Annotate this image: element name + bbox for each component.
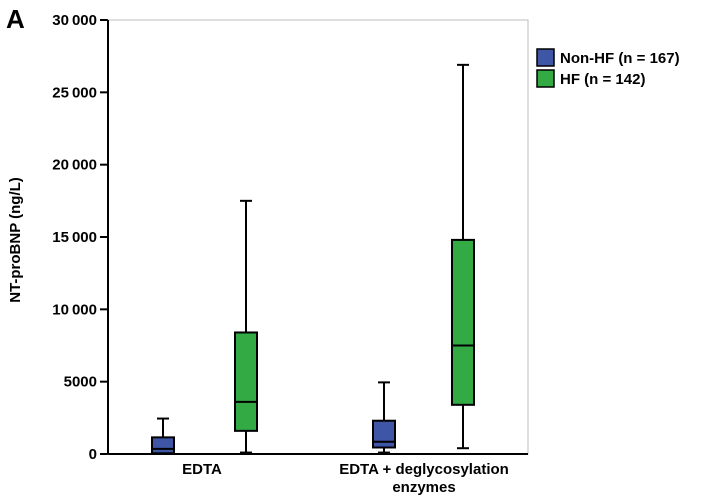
legend-item-non-hf: Non-HF (n = 167) <box>536 48 680 67</box>
y-axis-ticks: 0 5000 10 000 15 000 20 000 25 000 30 000 <box>52 12 108 463</box>
iqr-box <box>451 238 475 406</box>
category-label-line: enzymes <box>392 479 455 496</box>
y-tick-label: 0 <box>89 446 97 463</box>
boxes-layer <box>151 63 475 455</box>
legend-swatch-non-hf <box>536 48 555 67</box>
legend-label-hf: HF (n = 142) <box>560 71 645 88</box>
legend-label-non-hf: Non-HF (n = 167) <box>560 50 680 67</box>
category-label-edta-deglyco: EDTA + deglycosylation enzymes <box>339 461 509 496</box>
y-axis-title: NT-proBNP (ng/L) <box>7 177 24 303</box>
category-label-line: EDTA <box>182 461 222 478</box>
y-tick-label: 30 000 <box>52 12 97 29</box>
panel-letter: A <box>6 4 25 34</box>
box-hf-edta-deglyco <box>451 63 475 450</box>
box-non-hf-edta <box>151 417 175 455</box>
iqr-box <box>372 419 396 449</box>
y-tick-label: 25 000 <box>52 84 97 101</box>
iqr-box <box>234 331 258 432</box>
legend-swatch-hf <box>536 69 555 88</box>
iqr-box <box>151 436 175 455</box>
box-hf-edta <box>234 199 258 454</box>
y-tick-label: 10 000 <box>52 301 97 318</box>
legend-item-hf: HF (n = 142) <box>536 69 645 88</box>
y-tick-label: 20 000 <box>52 157 97 174</box>
y-tick-label: 5000 <box>64 374 97 391</box>
category-label-edta: EDTA <box>182 461 222 478</box>
legend: Non-HF (n = 167) HF (n = 142) <box>536 48 680 88</box>
box-non-hf-edta-deglyco <box>372 381 396 454</box>
y-tick-label: 15 000 <box>52 229 97 246</box>
category-label-line: EDTA + deglycosylation <box>339 461 509 478</box>
